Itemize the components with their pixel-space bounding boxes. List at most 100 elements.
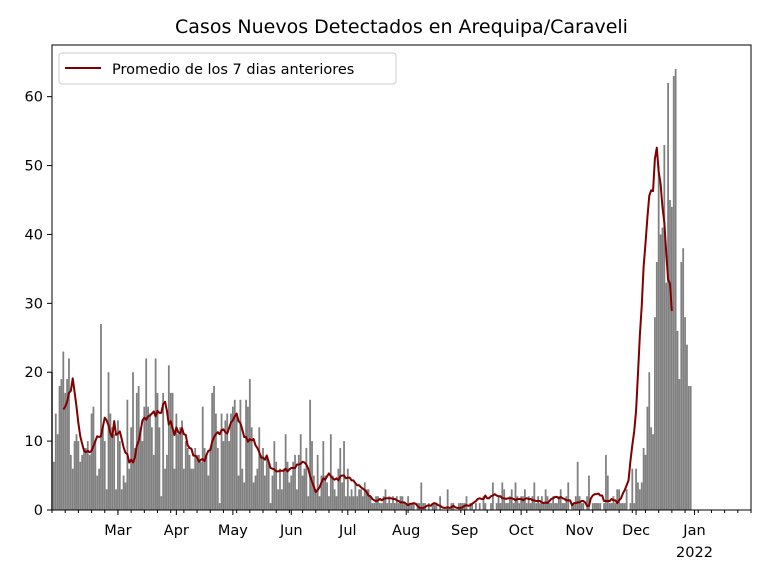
bar [365,489,368,510]
y-axis: 0 10 20 30 40 50 60 [25,90,52,519]
x-tick-label: Jan [682,523,705,539]
bar [670,206,673,510]
x-axis: Mar Apr May Jun Jul Aug Sep Oct Nov Dec Jan 2022 [51,510,752,561]
bar [96,475,99,510]
bar [203,448,206,510]
bar [650,427,653,510]
bar [228,441,230,510]
bar [475,503,477,510]
legend: Promedio de los 7 dias anteriores [58,52,397,85]
bar [680,262,683,510]
bar [324,475,327,510]
bar [593,503,596,510]
bar [531,496,534,510]
bar [633,503,636,510]
bar [608,503,611,510]
bar [356,496,359,510]
bar [620,503,622,510]
bar [147,406,149,510]
bar [544,489,547,510]
bar [173,468,176,510]
bar [346,468,349,510]
legend-box [58,52,397,85]
bar [384,489,387,510]
bar [92,406,95,510]
bar [557,496,560,510]
bar [550,503,553,510]
bar [559,489,562,510]
bar [358,489,360,510]
bar [122,475,125,510]
bar [623,503,626,510]
bar [275,461,278,510]
bar [83,448,85,510]
bar [689,386,692,510]
y-tick-label: 30 [25,296,43,312]
y-tick-label: 60 [25,90,43,106]
bar [377,496,379,510]
bar [75,434,78,510]
bar [395,496,398,510]
bar [621,503,624,510]
x-tick-label: Aug [392,523,420,539]
x-tick-label: Mar [104,523,131,539]
bar [235,413,238,510]
bar [296,489,298,510]
bar [107,372,110,510]
bar [390,503,393,510]
bar [360,489,362,510]
bar [354,482,357,510]
bar [610,503,613,510]
x-tick-label: Jul [338,523,357,539]
bar [606,475,609,510]
bar [169,392,172,510]
bar [471,503,474,510]
bar [407,496,409,510]
bar [484,503,487,510]
bar [137,386,140,510]
bar [640,482,643,510]
bar [495,503,498,510]
bar [73,441,76,510]
bar [446,489,449,510]
bar [410,503,413,510]
bar [85,448,87,510]
bar [352,496,355,510]
bar [305,448,308,510]
bar [188,454,191,510]
bar [177,434,180,510]
bar [192,468,195,510]
bar [516,496,519,510]
bar [552,496,555,510]
bar [322,441,325,510]
bar [576,461,579,510]
bar [166,454,168,510]
bar [431,503,434,510]
bar [676,330,679,510]
bar [661,227,664,510]
bar [158,427,161,510]
bar [373,503,376,510]
bar [71,468,74,510]
bar [241,468,244,510]
bar [262,448,264,510]
bar [260,454,263,510]
bar [561,503,564,510]
y-tick-label: 40 [25,227,43,243]
bar [230,413,232,510]
bar [258,427,261,510]
bar [669,200,671,510]
bar [54,413,57,510]
bar [361,496,364,510]
bar [179,427,182,510]
bar [265,454,268,510]
bar [301,475,304,510]
bar [392,496,394,510]
bar [100,324,102,510]
x-tick-label: Jun [279,523,303,539]
bar [94,441,97,510]
bar [629,503,632,510]
bar [297,454,300,510]
bar [181,420,183,510]
y-tick-label: 50 [25,159,43,175]
